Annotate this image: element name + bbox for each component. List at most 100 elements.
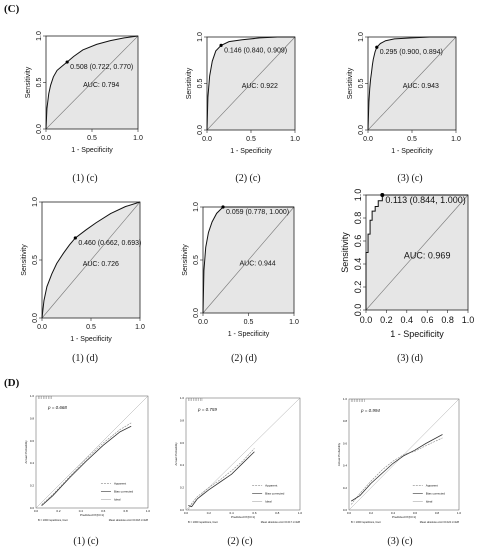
panel-1-y-axis-label: Sensitivity xyxy=(25,66,32,98)
panel-4-x-tick-label: 1.0 xyxy=(135,324,145,331)
panel-8-plot-frame xyxy=(185,397,301,511)
panel-1-y-tick-label: 1.0 xyxy=(36,31,43,41)
panel-1-x-tick-label: 0.5 xyxy=(87,135,97,142)
panel-6-x-tick-label: 0.2 xyxy=(380,315,393,325)
panel-2-diagonal-reference xyxy=(206,36,296,131)
panel-5-caption: (2) (d) xyxy=(231,353,257,364)
panel-8-y-tick-label: 0.2 xyxy=(180,486,185,490)
panel-6-cut-point xyxy=(380,193,385,197)
panel-7-y-tick-label: 1.0 xyxy=(30,394,35,398)
panel-7-x-tick-label: 0.4 xyxy=(79,509,84,513)
panel-2-auc-label: AUC: 0.922 xyxy=(242,83,278,90)
panel-8-caption: (2) (c) xyxy=(227,536,252,547)
panel-8-y-tick-label: 0.4 xyxy=(180,463,185,467)
panel-7-x-tick-label: 0.8 xyxy=(124,509,129,513)
panel-8-footnote-right: Mean absolute error=0.017 n=228 xyxy=(261,520,301,524)
panel-3-caption: (3) (c) xyxy=(397,173,422,184)
panel-2-y-axis-label: Sensitivity xyxy=(186,67,193,99)
panel-8-y-axis-label: Actual Probability xyxy=(174,442,178,466)
panel-9-y-tick-label: 1.0 xyxy=(343,397,348,401)
panel-5-auc-label: AUC: 0.944 xyxy=(240,260,276,267)
panel-1-auc-label: AUC: 0.794 xyxy=(83,82,119,89)
panel-4-x-tick-label: 0.0 xyxy=(37,324,47,331)
panel-6-y-tick-label: 0.6 xyxy=(353,235,363,248)
panel-5-cut-point xyxy=(221,205,225,209)
panel-3-diagonal-reference xyxy=(367,36,457,131)
panel-7-x-tick-label: 0.2 xyxy=(56,509,61,513)
panel-2-y-tick-label: 0.0 xyxy=(197,125,204,135)
panel-1-caption: (1) (c) xyxy=(72,173,97,184)
panel-3-y-tick-label: 1.0 xyxy=(358,32,365,42)
panel-8-bias-corrected-curve xyxy=(188,451,255,508)
panel-3-x-tick-label: 0.5 xyxy=(407,136,417,143)
panel-3-x-axis-label: 1 - Specificity xyxy=(391,148,433,155)
panel-5-y-tick-label: 0.0 xyxy=(193,308,200,318)
panel-5-y-axis-label: Sensitivity xyxy=(182,244,189,276)
panel-9-y-axis-label: Actual Probability xyxy=(337,442,341,466)
panel-6-x-tick-label: 0.4 xyxy=(401,315,414,325)
panel-7-footnote-right: Mean absolute error=0.018 n=228 xyxy=(109,518,149,522)
section-label-d: (D) xyxy=(4,377,20,389)
panel-8-x-tick-label: 0.4 xyxy=(230,511,235,515)
panel-9-plot-frame xyxy=(348,398,460,511)
panel-6-y-tick-label: 1.0 xyxy=(353,189,363,202)
panel-4-caption: (1) (d) xyxy=(72,353,98,364)
panel-6-x-axis-label: 1 - Specificity xyxy=(390,329,444,339)
panel-9-legend-label: Apparent xyxy=(426,484,438,488)
panel-1-roc-curve xyxy=(45,35,139,130)
panel-2-cut-point-label: 0.146 (0.840, 0.909) xyxy=(224,47,287,54)
panel-6-roc-curve xyxy=(365,194,468,310)
panel-7-legend-label: Apparent xyxy=(114,481,126,485)
panel-3-x-tick-label: 1.0 xyxy=(451,136,461,143)
panel-4-cut-point xyxy=(73,236,77,240)
panel-7-y-tick-label: 0.6 xyxy=(30,439,35,443)
panel-2-x-tick-label: 0.5 xyxy=(246,136,256,143)
panel-6-cut-point-label: 0.113 (0.844, 1.000) xyxy=(385,195,465,205)
panel-5-x-tick-label: 0.0 xyxy=(198,319,208,326)
panel-9-y-tick-label: 0.8 xyxy=(343,419,348,423)
panel-3-auc-label: AUC: 0.943 xyxy=(403,83,439,90)
panel-7-plot-frame xyxy=(35,395,149,509)
panel-9-legend-label: Bias corrected xyxy=(426,492,446,496)
panel-6-auc-label: AUC: 0.969 xyxy=(404,250,451,260)
panel-8-x-tick-label: 0.6 xyxy=(252,511,257,515)
panel-9-y-tick-label: 0.2 xyxy=(343,486,348,490)
panel-1-x-axis-label: 1 - Specificity xyxy=(71,147,113,154)
panel-7-y-tick-label: 0.2 xyxy=(30,484,35,488)
panel-2-y-tick-label: 0.5 xyxy=(197,79,204,89)
section-label-c: (C) xyxy=(4,3,20,15)
panel-9-apparent-curve xyxy=(350,437,443,505)
panel-6-y-tick-label: 0.0 xyxy=(353,304,363,317)
panel-3-y-tick-label: 0.5 xyxy=(358,79,365,89)
panel-7-bias-corrected-curve xyxy=(41,425,132,507)
panel-8-ideal-line xyxy=(185,397,301,511)
panel-9-caption: (3) (c) xyxy=(387,536,412,547)
panel-5-diagonal-reference xyxy=(202,206,295,314)
panel-9-y-tick-label: 0.4 xyxy=(343,464,348,468)
panel-4-auc-label: AUC: 0.726 xyxy=(83,261,119,268)
panel-1-cut-point xyxy=(65,60,69,64)
panel-3-y-axis-label: Sensitivity xyxy=(347,67,354,99)
panel-7-footnote-left: B = 1000 repetitions, boot xyxy=(38,518,68,522)
panel-8-y-tick-label: 1.0 xyxy=(180,396,185,400)
panel-9-footnote-left: B = 1000 repetitions, boot xyxy=(351,520,381,524)
panel-6-x-tick-label: 0.0 xyxy=(360,315,373,325)
panel-6-diagonal-reference xyxy=(365,194,469,311)
panel-7-y-tick-label: 0.8 xyxy=(30,416,35,420)
panel-9-p-value: p = 0.994 xyxy=(360,408,380,413)
panel-6-y-axis-label: Sensitivity xyxy=(340,232,350,273)
panel-2-x-tick-label: 1.0 xyxy=(290,136,300,143)
panel-6-y-tick-label: 0.2 xyxy=(353,281,363,294)
panel-1-x-tick-label: 1.0 xyxy=(133,135,143,142)
panel-8-y-tick-label: 0.8 xyxy=(180,418,185,422)
panel-7-legend-label: Ideal xyxy=(114,497,121,501)
panel-8-footnote-left: B = 1000 repetitions, boot xyxy=(188,520,218,524)
panel-9-footnote-right: Mean absolute error=0.024 n=228 xyxy=(420,520,460,524)
panel-8-x-tick-label: 0.0 xyxy=(184,511,189,515)
panel-4-x-tick-label: 0.5 xyxy=(86,324,96,331)
panel-5-x-tick-label: 0.5 xyxy=(244,319,254,326)
panel-9-x-tick-label: 0.4 xyxy=(391,511,396,515)
panel-2-caption: (2) (c) xyxy=(235,173,260,184)
panel-6-x-tick-label: 0.6 xyxy=(421,315,434,325)
panel-6-y-tick-label: 0.8 xyxy=(353,212,363,225)
